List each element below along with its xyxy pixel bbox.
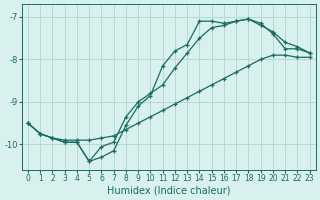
- X-axis label: Humidex (Indice chaleur): Humidex (Indice chaleur): [107, 186, 231, 196]
